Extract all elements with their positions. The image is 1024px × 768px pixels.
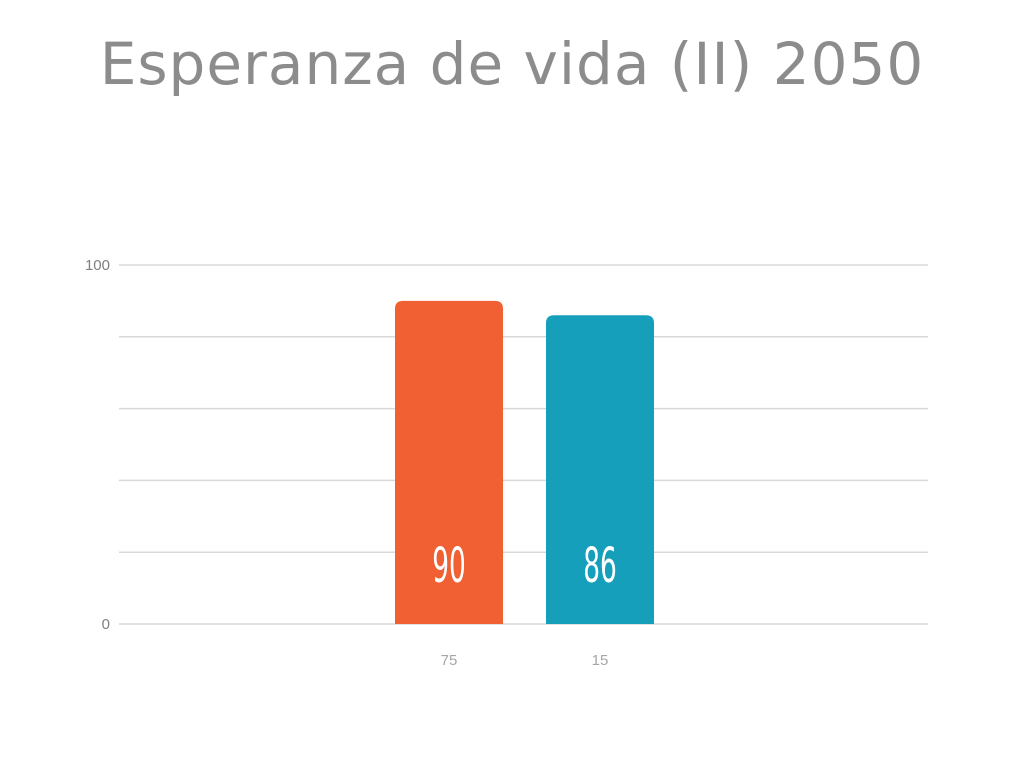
chart-title: Esperanza de vida (II) 2050 [99,30,925,98]
data-label-75: 90 [432,539,466,595]
bar-75 [395,300,503,624]
x-tick-label-15: 15 [592,652,609,669]
x-tick-label-75: 75 [441,652,458,669]
data-label-15: 86 [583,539,617,595]
bar-15 [546,315,654,624]
y-tick-label-100: 100 [85,257,110,274]
y-tick-label-0: 0 [102,616,110,633]
